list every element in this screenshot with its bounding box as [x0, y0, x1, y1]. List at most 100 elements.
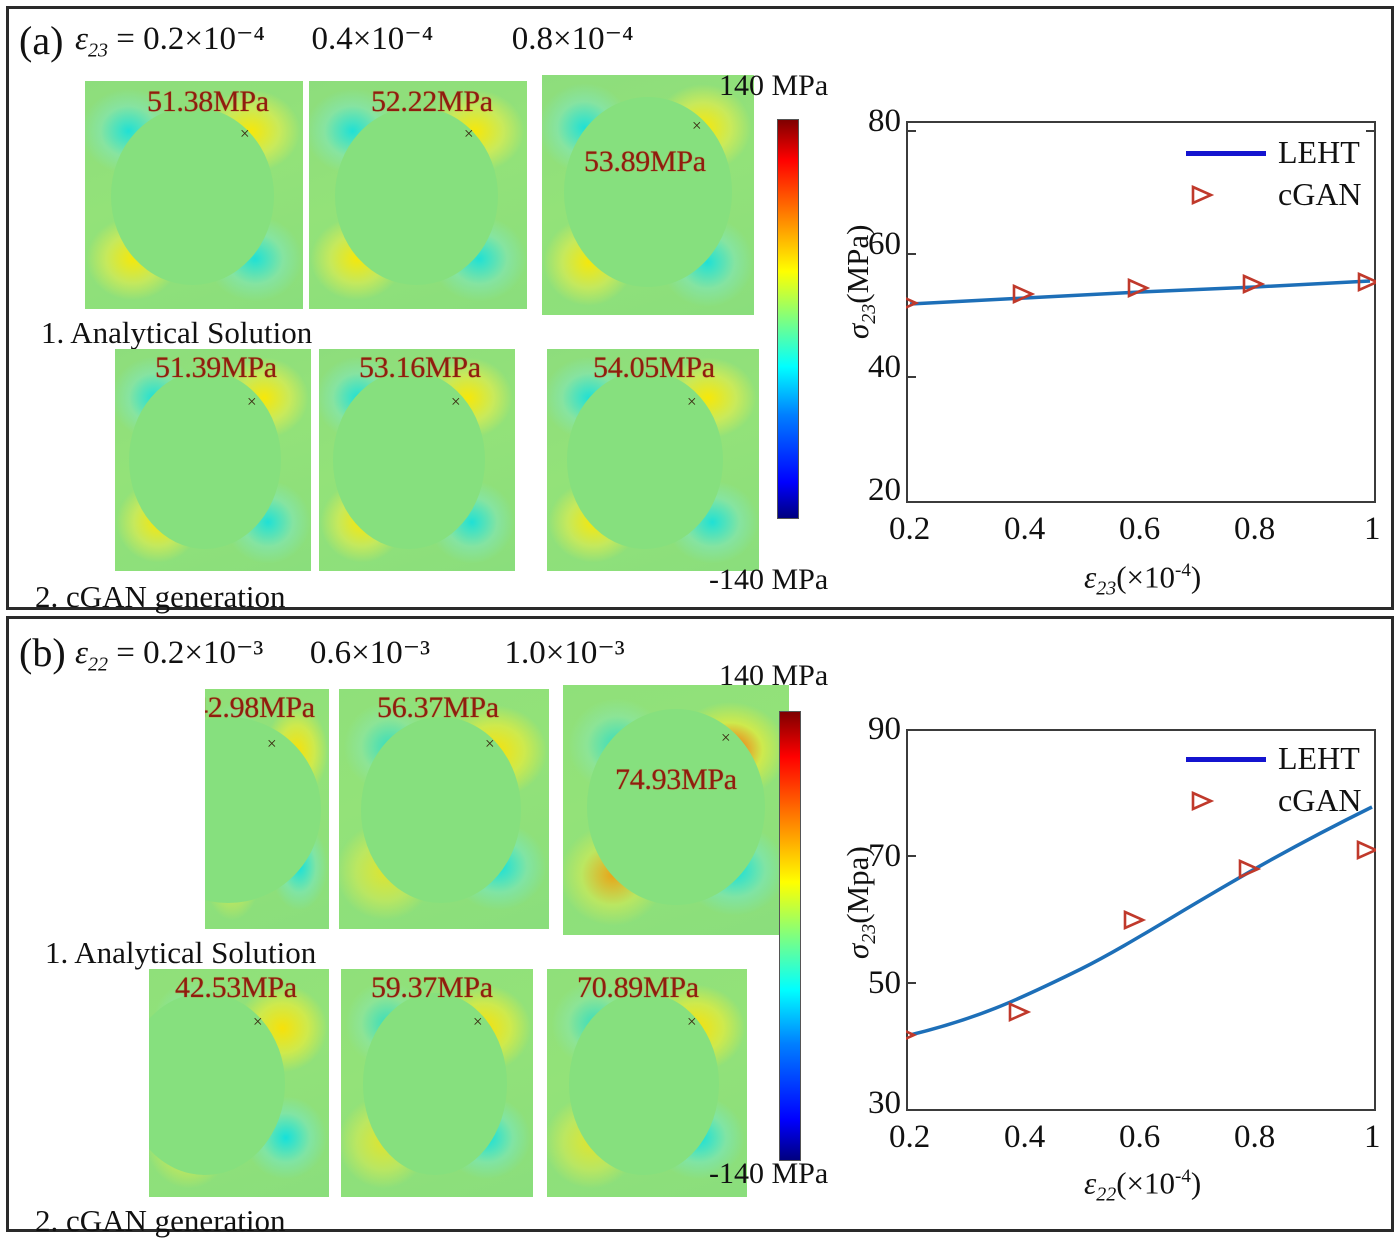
probe-marker-icon: × [464, 124, 474, 143]
row-label-analytical: 1. Analytical Solution [41, 315, 313, 350]
probe-marker-icon: × [687, 1012, 697, 1031]
probe-marker-icon: × [721, 728, 731, 747]
contour-tile: 51.38MPa × [85, 81, 303, 309]
colorbar-min-label: -140 MPa [709, 1157, 829, 1190]
row-label-cgan: 2. cGAN generation [35, 579, 286, 614]
x-axis-label: ε22(×10-4) [1084, 1165, 1202, 1206]
panel-b-val-1: 0.6×10⁻³ [309, 635, 431, 671]
contour-tile: 42.98MPa × [205, 689, 329, 929]
y-tick-label: 60 [868, 226, 901, 262]
legend-leht-line-icon [1186, 757, 1266, 762]
panel-a-val-1: 0.4×10⁻⁴ [311, 21, 434, 57]
fiber-inclusion [587, 709, 765, 905]
fiber-inclusion [363, 993, 507, 1175]
fiber-inclusion [111, 107, 274, 285]
x-tick-label: 0.4 [1004, 1119, 1046, 1155]
panel-b: (b) ε22 = 0.2×10⁻³ 0.6×10⁻³ 1.0×10⁻³ 42.… [6, 616, 1394, 1236]
x-tick-label: 0.6 [1119, 1119, 1161, 1155]
fiber-inclusion [129, 371, 281, 549]
panel-a-strain-sub: 23 [88, 39, 109, 62]
chart-frame [906, 121, 1376, 503]
fiber-inclusion [335, 107, 498, 285]
contour-tile: 53.89MPa × [542, 75, 754, 315]
stress-value-label: 51.38MPa [147, 85, 269, 118]
fiber-inclusion [569, 993, 719, 1175]
probe-marker-icon: × [687, 392, 697, 411]
contour-tile: 56.37MPa × [339, 689, 549, 929]
panel-a: (a) ε23 = 0.2×10⁻⁴ 0.4×10⁻⁴ 0.8×10⁻⁴ 51.… [6, 6, 1394, 614]
stress-value-label: 74.93MPa [615, 763, 737, 796]
panel-a-header: ε23 = 0.2×10⁻⁴ 0.4×10⁻⁴ 0.8×10⁻⁴ [75, 21, 634, 62]
x-tick-label: 0.6 [1119, 511, 1161, 547]
contour-tile: 59.37MPa × [341, 969, 533, 1197]
stress-value-label: 42.53MPa [175, 971, 297, 1004]
panel-b-header: ε22 = 0.2×10⁻³ 0.6×10⁻³ 1.0×10⁻³ [75, 635, 625, 676]
row-label-cgan: 2. cGAN generation [35, 1203, 286, 1238]
fiber-inclusion [361, 717, 521, 903]
chart-panel-a: LEHT cGAN [906, 121, 1376, 503]
fiber-inclusion [333, 371, 485, 549]
panel-a-eq: = [108, 21, 144, 57]
y-tick-label: 40 [868, 349, 901, 385]
stress-value-label: 54.05MPa [593, 351, 715, 384]
panel-a-val-0: 0.2×10⁻⁴ [143, 21, 265, 57]
panel-b-strain-sub: 22 [88, 653, 109, 676]
y-axis-label: σ23(Mpa) [840, 846, 881, 959]
panel-b-val-0: 0.2×10⁻³ [143, 635, 264, 671]
stress-value-label: 51.39MPa [155, 351, 277, 384]
colorbar-max-label: 140 MPa [719, 69, 829, 102]
legend-cgan-marker-icon [1191, 790, 1215, 812]
contour-tile: 74.93MPa × [563, 685, 789, 935]
colorbar [777, 119, 799, 519]
contour-tile: 51.39MPa × [115, 349, 311, 571]
legend-label-cgan: cGAN [1278, 782, 1362, 818]
probe-marker-icon: × [267, 734, 277, 753]
cgan-marker-series [906, 839, 1376, 1040]
colorbar-min-label: -140 MPa [709, 563, 829, 596]
contour-tile: 54.05MPa × [547, 349, 759, 571]
x-tick-label: 1 [1364, 511, 1381, 547]
probe-marker-icon: × [253, 1012, 263, 1031]
legend-label-leht: LEHT [1278, 740, 1360, 776]
legend-cgan-marker-icon [1191, 184, 1215, 206]
x-tick-label: 0.8 [1234, 1119, 1276, 1155]
y-tick-label: 80 [868, 103, 901, 139]
stress-value-label: 42.98MPa [205, 691, 315, 724]
contour-tile: 53.16MPa × [319, 349, 515, 571]
contour-tile: 70.89MPa × [547, 969, 747, 1197]
stress-value-label: 70.89MPa [577, 971, 699, 1004]
panel-a-val-2: 0.8×10⁻⁴ [511, 21, 634, 57]
panel-b-letter: (b) [19, 630, 66, 675]
contour-tile: 52.22MPa × [309, 81, 527, 309]
x-axis-label: ε23(×10-4) [1084, 559, 1202, 600]
probe-marker-icon: × [240, 124, 250, 143]
contour-tile: 42.53MPa × [149, 969, 329, 1197]
y-tick-label: 30 [868, 1085, 901, 1121]
fiber-inclusion [564, 97, 732, 287]
stress-value-label: 53.16MPa [359, 351, 481, 384]
row-label-analytical: 1. Analytical Solution [45, 935, 317, 970]
panel-b-eq: = [108, 635, 144, 671]
x-tick-label: 0.4 [1004, 511, 1046, 547]
y-axis-label: σ23(MPa) [840, 224, 881, 339]
cgan-marker-series [906, 271, 1376, 309]
colorbar [779, 711, 801, 1161]
probe-marker-icon: × [692, 116, 702, 135]
x-tick-label: 0.2 [889, 1119, 931, 1155]
chart-canvas [906, 790, 1376, 1040]
probe-marker-icon: × [485, 734, 495, 753]
y-tick-label: 70 [868, 838, 901, 874]
stress-value-label: 52.22MPa [371, 85, 493, 118]
colorbar-max-label: 140 MPa [719, 659, 829, 692]
chart-canvas [906, 130, 1376, 378]
x-tick-label: 0.8 [1234, 511, 1276, 547]
panel-a-letter: (a) [19, 18, 64, 63]
fiber-inclusion [149, 993, 285, 1175]
stress-value-label: 53.89MPa [584, 145, 706, 178]
legend-label-leht: LEHT [1278, 134, 1360, 170]
stress-value-label: 56.37MPa [377, 691, 499, 724]
chart-panel-b: LEHT cGAN [906, 729, 1376, 1111]
y-tick-label: 90 [868, 711, 901, 747]
probe-marker-icon: × [451, 392, 461, 411]
legend-leht-line-icon [1186, 151, 1266, 156]
